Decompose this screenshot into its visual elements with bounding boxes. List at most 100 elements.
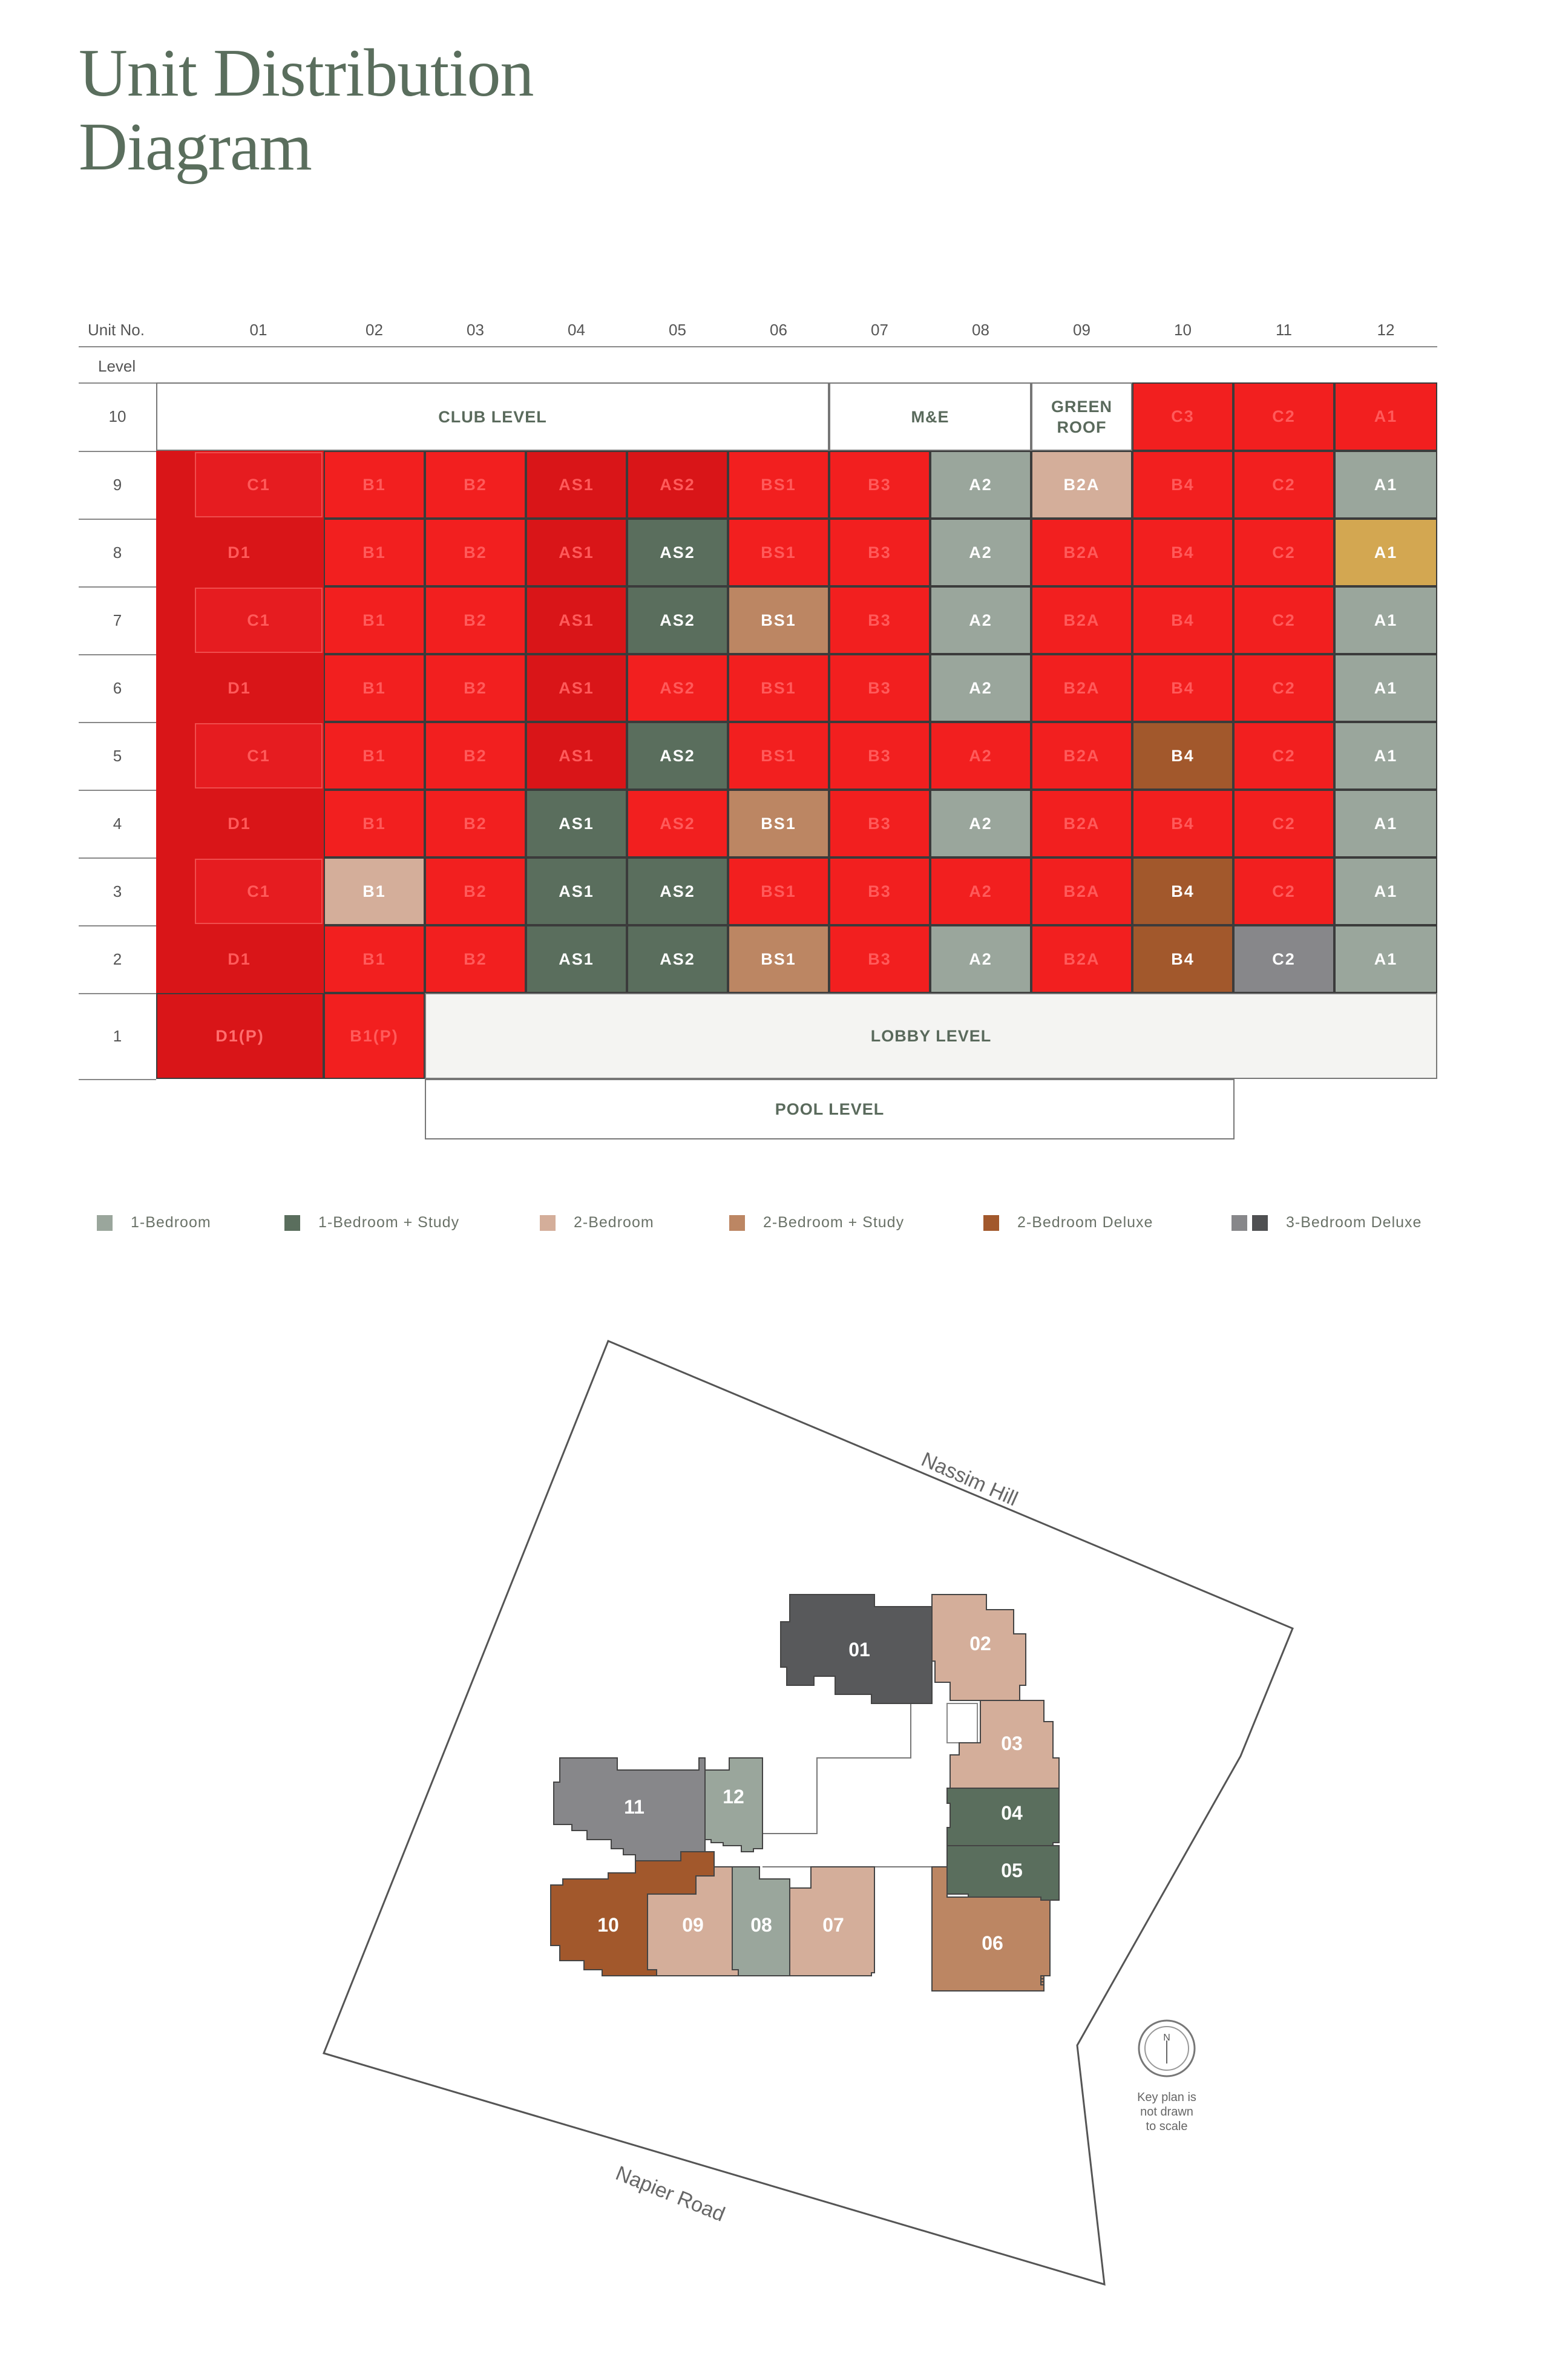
pool-level-zone: POOL LEVEL	[425, 1079, 1235, 1139]
legend-item: 1-Bedroom	[97, 1214, 211, 1231]
unit-cell: C2	[1233, 451, 1334, 519]
legend-label: 3-Bedroom Deluxe	[1286, 1214, 1422, 1231]
unit-no-header: Unit No.	[88, 321, 145, 339]
unit-header: 09	[1073, 321, 1090, 339]
unit-cell: B2	[425, 586, 526, 654]
unit-cell: AS2	[627, 519, 728, 586]
road-label-napier-road: Napier Road	[612, 2162, 728, 2226]
unit-cell: B4	[1132, 654, 1233, 722]
unit-cell: BS1	[728, 519, 829, 586]
unit-label-05: 05	[1001, 1860, 1023, 1881]
compass-letter: N	[1163, 2033, 1170, 2043]
row-divider	[79, 925, 156, 926]
unit-cell: B4	[1132, 790, 1233, 857]
unit-cell: B2A	[1031, 654, 1132, 722]
unit-cell: B3	[829, 586, 930, 654]
unit-label-04: 04	[1001, 1802, 1023, 1824]
row-divider	[79, 519, 156, 520]
unit-cell: A1	[1334, 857, 1437, 925]
unit-header: 12	[1377, 321, 1395, 339]
unit-cell: D1	[156, 791, 323, 856]
row-divider	[79, 1079, 156, 1080]
unit-cell: A1	[1334, 654, 1437, 722]
row-divider	[79, 586, 156, 588]
unit-cell: A2	[930, 451, 1031, 519]
key-plan-units	[550, 1594, 1060, 1992]
unit-cell: D1	[156, 926, 323, 992]
unit-label-09: 09	[682, 1914, 704, 1936]
key-plan-note-1: Key plan is	[1137, 2091, 1196, 2104]
unit-cell: B2	[425, 654, 526, 722]
unit-cell: B2	[425, 925, 526, 993]
unit-cell: AS2	[627, 925, 728, 993]
club-level-zone: CLUB LEVEL	[156, 382, 829, 451]
unit-label-02: 02	[969, 1633, 991, 1654]
level-header: Level	[98, 357, 136, 375]
unit-02-block	[931, 1594, 1026, 1701]
unit-cell: B1	[324, 654, 425, 722]
unit-cell: B1	[324, 925, 425, 993]
unit-cell: AS2	[627, 857, 728, 925]
unit-cell: A1	[1334, 790, 1437, 857]
unit-cell: B2A	[1031, 586, 1132, 654]
unit-cell: B2A	[1031, 790, 1132, 857]
legend-item: 3-Bedroom Deluxe	[1232, 1214, 1422, 1231]
unit-cell: B3	[829, 451, 930, 519]
unit-cell: AS1	[526, 925, 627, 993]
unit-cell: C2	[1233, 654, 1334, 722]
page-title: Unit Distribution Diagram	[79, 36, 534, 184]
unit-cell: C1	[195, 588, 323, 653]
unit-cell: B2A	[1031, 925, 1132, 993]
legend-label: 2-Bedroom	[574, 1214, 654, 1231]
unit-header: 07	[871, 321, 888, 339]
level-label: 10	[108, 407, 126, 425]
compass-icon: N	[1138, 2019, 1196, 2077]
unit-cell: B3	[829, 654, 930, 722]
unit-cell: B3	[829, 925, 930, 993]
unit-cell: A2	[930, 586, 1031, 654]
unit-cell: B4	[1132, 857, 1233, 925]
unit-cell: D1	[156, 520, 323, 585]
unit-cell: BS1	[728, 857, 829, 925]
unit-cell: C1	[195, 859, 323, 924]
unit-cell: B2A	[1031, 451, 1132, 519]
level-label: 4	[113, 814, 122, 833]
unit-cell: AS1	[526, 722, 627, 790]
level-label: 6	[113, 678, 122, 697]
unit-cell: D1	[156, 655, 323, 721]
legend-swatch	[1232, 1215, 1247, 1231]
unit-cell: D1(P)	[156, 993, 324, 1079]
row-divider	[79, 722, 156, 723]
legend-swatch	[729, 1215, 745, 1231]
unit-cell: C2	[1233, 586, 1334, 654]
unit-cell: AS2	[627, 722, 728, 790]
legend-item: 1-Bedroom + Study	[284, 1214, 459, 1231]
unit-header: 02	[366, 321, 383, 339]
road-label-nassim-hill: Nassim Hill	[918, 1448, 1022, 1511]
unit-cell: AS1	[526, 790, 627, 857]
unit-cell: A2	[930, 519, 1031, 586]
unit-cell: A2	[930, 654, 1031, 722]
key-plan-note-2: not drawn	[1140, 2105, 1193, 2119]
void-area	[946, 1703, 978, 1743]
unit-cell: B4	[1132, 925, 1233, 993]
unit-cell: BS1	[728, 654, 829, 722]
unit-cell: AS2	[627, 451, 728, 519]
unit-10-block	[550, 1851, 715, 1976]
unit-cell: A1	[1334, 925, 1437, 993]
unit-cell: A1	[1334, 722, 1437, 790]
unit-label-01: 01	[848, 1639, 870, 1660]
me-zone: M&E	[829, 382, 1031, 451]
unit-cell: B1	[324, 519, 425, 586]
unit-cell: B3	[829, 857, 930, 925]
key-plan-unit-labels: 01 02 03 04 05 06 07 08 09 10 11 12	[597, 1633, 1023, 1954]
unit-label-06: 06	[982, 1932, 1003, 1954]
unit-cell: A2	[930, 722, 1031, 790]
unit-cell: B1	[324, 857, 425, 925]
unit-header: 01	[249, 321, 267, 339]
unit-header: 10	[1174, 321, 1192, 339]
site-boundary	[322, 1340, 1294, 2286]
unit-cell: B2A	[1031, 519, 1132, 586]
unit-header: 08	[972, 321, 989, 339]
